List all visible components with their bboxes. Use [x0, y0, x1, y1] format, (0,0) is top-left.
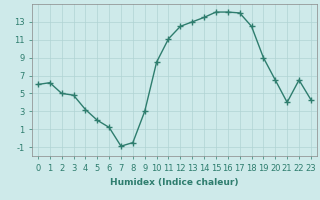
- X-axis label: Humidex (Indice chaleur): Humidex (Indice chaleur): [110, 178, 239, 187]
